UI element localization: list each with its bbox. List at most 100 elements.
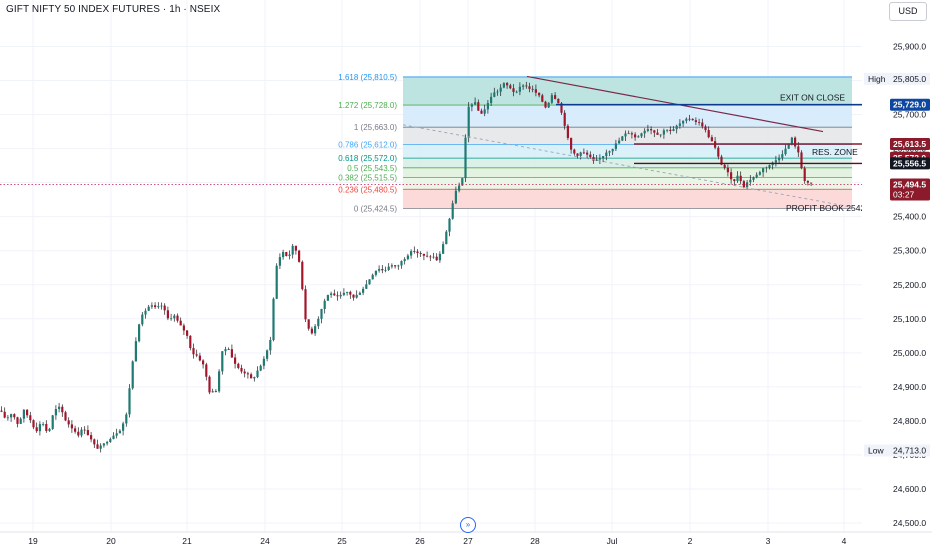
candle-body <box>317 318 320 327</box>
candle-body <box>579 152 582 156</box>
candle-body <box>618 140 621 144</box>
candle-body <box>550 95 553 103</box>
candle-body <box>678 123 681 126</box>
fib-label: 0.786 (25,612.0) <box>338 141 397 150</box>
candle-body <box>368 279 371 285</box>
candle-body <box>10 414 13 418</box>
candle-body <box>688 118 691 120</box>
candle-body <box>118 430 121 434</box>
fib-zone <box>403 158 852 168</box>
candle-body <box>90 435 93 440</box>
candle-body <box>720 156 723 165</box>
candle-body <box>608 151 611 153</box>
candle-body <box>432 256 435 258</box>
candle-body <box>797 146 800 153</box>
candle-body <box>3 411 6 418</box>
candle-body <box>496 91 499 93</box>
candle-body <box>240 367 243 372</box>
candle-body <box>448 218 451 232</box>
candle-body <box>586 152 589 155</box>
time-tick-label: Jul <box>607 536 618 546</box>
candle-body <box>528 86 531 89</box>
candle-body <box>675 125 678 130</box>
candle-body <box>154 305 157 308</box>
candle-body <box>739 175 742 182</box>
price-tick-label: 24,500.0 <box>893 518 926 528</box>
candle-body <box>83 429 86 431</box>
candle-body <box>525 85 528 87</box>
candles <box>0 81 813 453</box>
price-badge-value: 25,613.5 <box>893 139 926 149</box>
candle-body <box>365 284 368 289</box>
double-chevron-right-icon[interactable]: » <box>460 517 476 533</box>
candle-body <box>387 266 390 270</box>
candle-body <box>762 168 765 173</box>
candle-body <box>307 319 310 329</box>
fib-zone <box>403 177 852 190</box>
candle-body <box>166 310 169 319</box>
candle-body <box>474 102 477 105</box>
fib-zone <box>403 105 852 128</box>
candle-body <box>486 103 489 110</box>
candle-body <box>733 179 736 182</box>
candle-body <box>557 98 560 104</box>
candle-body <box>694 120 697 123</box>
candle-body <box>637 136 640 138</box>
candle-body <box>285 252 288 257</box>
candle-body <box>803 168 806 181</box>
candle-body <box>301 261 304 290</box>
candle-body <box>646 129 649 131</box>
candle-body <box>67 420 70 425</box>
candle-body <box>746 182 749 188</box>
candle-body <box>16 417 19 424</box>
candle-body <box>538 92 541 96</box>
candle-body <box>422 253 425 256</box>
candle-body <box>406 255 409 260</box>
candle-body <box>602 156 605 159</box>
candle-body <box>163 305 166 311</box>
candle-body <box>589 154 592 158</box>
candle-body <box>765 167 768 169</box>
candle-body <box>806 180 809 183</box>
candle-body <box>483 109 486 114</box>
candle-body <box>541 95 544 102</box>
candle-body <box>531 88 534 90</box>
candle-body <box>570 137 573 150</box>
currency-button[interactable]: USD <box>889 2 927 21</box>
candle-body <box>35 427 38 432</box>
candle-body <box>787 144 790 149</box>
candle-body <box>381 269 384 271</box>
candle-body <box>512 88 515 92</box>
time-tick-label: 24 <box>260 536 270 546</box>
candle-body <box>371 274 374 280</box>
fib-label: 0.618 (25,572.0) <box>338 154 397 163</box>
candle-body <box>230 349 233 358</box>
price-tick-label: 25,200.0 <box>893 280 926 290</box>
candle-body <box>339 294 342 297</box>
price-badge-box <box>890 157 930 170</box>
candle-body <box>362 288 365 293</box>
candle-body <box>122 423 125 431</box>
candle-body <box>378 269 381 271</box>
candle-body <box>246 373 249 375</box>
candle-body <box>179 320 182 326</box>
candle-body <box>320 309 323 319</box>
candle-body <box>298 250 301 262</box>
price-tick-label: 25,400.0 <box>893 212 926 222</box>
fib-label: 1.618 (25,810.5) <box>338 73 397 82</box>
candle-body <box>390 265 393 267</box>
candle-body <box>445 231 448 245</box>
candle-body <box>630 133 633 135</box>
candle-body <box>723 164 726 168</box>
candle-body <box>102 443 105 446</box>
candle-body <box>653 130 656 133</box>
candle-body <box>707 130 710 138</box>
candle-body <box>269 340 272 351</box>
candle-body <box>634 134 637 138</box>
price-tick-label: 25,300.0 <box>893 246 926 256</box>
candle-body <box>173 315 176 319</box>
time-tick-label: 28 <box>530 536 540 546</box>
candle-body <box>742 181 745 188</box>
candle-body <box>243 371 246 374</box>
